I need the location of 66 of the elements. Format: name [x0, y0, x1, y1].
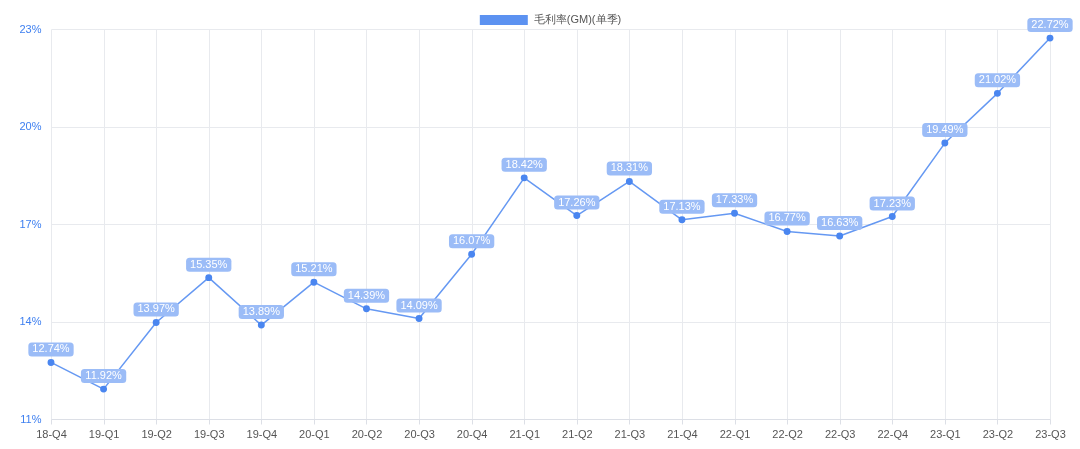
data-label: 21.02%: [978, 73, 1017, 86]
data-label: 11.92%: [85, 369, 123, 382]
data-label: 17.23%: [873, 196, 912, 209]
x-tick-label: 18-Q4: [36, 427, 67, 440]
point: [47, 358, 55, 366]
point: [152, 319, 160, 326]
point: [1046, 34, 1054, 42]
x-tick-label: 20-Q3: [404, 427, 435, 440]
x-tick-label: 21-Q4: [667, 427, 698, 440]
point: [468, 250, 476, 258]
x-tick-label: 19-Q4: [246, 427, 278, 440]
x-tick-label: 22-Q2: [772, 427, 803, 440]
point: [836, 232, 844, 240]
point: [678, 216, 686, 224]
x-tick-label: 19-Q3: [193, 427, 225, 440]
x-tick-label: 21-Q2: [562, 427, 593, 440]
x-tick-label: 19-Q1: [88, 427, 120, 440]
data-label: 15.21%: [295, 262, 333, 275]
data-label: 13.97%: [137, 302, 176, 315]
data-label: 16.63%: [821, 216, 859, 229]
x-tick-label: 20-Q1: [299, 427, 330, 440]
x-tick-label: 22-Q4: [877, 427, 909, 440]
x-tick-label: 21-Q3: [614, 427, 646, 440]
x-tick-label: 23-Q1: [930, 427, 961, 440]
data-label: 12.74%: [32, 342, 70, 355]
point: [731, 209, 738, 217]
point: [310, 278, 318, 286]
x-tick-label: 23-Q3: [1035, 427, 1066, 440]
data-label: 16.07%: [452, 234, 491, 247]
point: [888, 213, 896, 220]
point: [993, 89, 1001, 97]
point: [100, 385, 108, 393]
x-tick-label: 23-Q2: [982, 427, 1014, 440]
point: [363, 305, 370, 313]
data-label: 14.09%: [400, 298, 438, 311]
point: [520, 174, 528, 182]
y-tick-label: 23%: [19, 22, 42, 35]
x-tick-label: 21-Q1: [509, 427, 540, 440]
point: [783, 228, 791, 235]
y-tick-label: 14%: [19, 315, 42, 327]
point: [625, 177, 633, 185]
data-label: 19.49%: [926, 123, 964, 136]
data-label: 18.31%: [610, 161, 649, 174]
x-tick-label: 20-Q2: [351, 427, 383, 440]
y-tick-label: 20%: [19, 120, 42, 132]
data-label: 18.42%: [505, 157, 544, 170]
data-label: 17.13%: [663, 199, 701, 212]
y-tick-label: 11%: [20, 412, 42, 425]
data-label: 15.35%: [190, 257, 228, 270]
y-tick-label: 17%: [19, 217, 42, 230]
data-label: 22.72%: [1031, 18, 1069, 31]
x-tick-label: 22-Q1: [719, 427, 751, 440]
point: [257, 321, 265, 329]
point: [415, 315, 423, 323]
point: [205, 274, 213, 282]
point: [941, 139, 949, 147]
legend-label: 毛利率(GM)(单季): [533, 13, 622, 25]
x-tick-label: 19-Q2: [141, 427, 172, 440]
point: [573, 212, 581, 220]
data-label: 17.26%: [558, 195, 596, 208]
data-label: 13.89%: [242, 305, 281, 318]
data-label: 14.39%: [347, 288, 386, 301]
x-tick-label: 22-Q3: [824, 427, 856, 440]
data-label: 16.77%: [768, 211, 806, 224]
data-label: 17.33%: [715, 193, 754, 206]
x-tick-label: 20-Q4: [456, 427, 488, 440]
